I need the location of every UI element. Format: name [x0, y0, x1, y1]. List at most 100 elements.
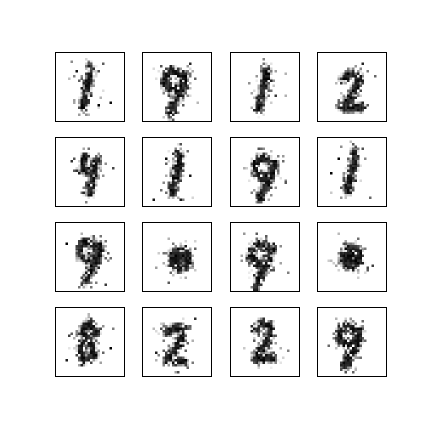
- pixel: [349, 320, 353, 323]
- pixel: [262, 179, 266, 182]
- pixel: [174, 87, 178, 90]
- pixel: [99, 242, 103, 245]
- pixel: [352, 74, 355, 78]
- pixel: [356, 244, 360, 248]
- pixel: [349, 164, 353, 168]
- pixel: [257, 240, 261, 243]
- pixel: [359, 164, 362, 168]
- pixel: [167, 87, 170, 90]
- pixel: [257, 349, 261, 352]
- pixel: [260, 186, 263, 190]
- pixel: [169, 196, 173, 199]
- pixel: [162, 334, 165, 338]
- pixel: [172, 259, 175, 262]
- pixel: [347, 257, 350, 260]
- pixel: [169, 167, 173, 170]
- pixel: [85, 337, 88, 340]
- sample-image-3-4: [317, 222, 387, 292]
- pixel: [164, 79, 168, 83]
- pixel: [339, 339, 343, 343]
- pixel: [99, 159, 103, 163]
- pixel: [262, 201, 266, 204]
- pixel: [94, 337, 98, 340]
- pixel: [344, 74, 348, 78]
- pixel: [97, 176, 100, 180]
- pixel: [255, 169, 258, 173]
- pixel: [90, 344, 93, 347]
- pixel: [186, 342, 190, 345]
- pixel: [347, 242, 350, 245]
- pixel: [164, 325, 168, 328]
- pixel: [265, 269, 268, 272]
- pixel: [359, 344, 362, 347]
- pixel: [337, 261, 340, 265]
- pixel: [257, 269, 261, 272]
- pixel: [172, 189, 175, 192]
- pixel: [349, 147, 353, 151]
- pixel: [354, 159, 357, 163]
- pixel: [257, 359, 261, 362]
- pixel: [267, 162, 270, 165]
- pixel: [92, 186, 95, 190]
- pixel: [164, 356, 168, 360]
- pixel: [87, 264, 91, 267]
- pixel: [354, 179, 357, 182]
- pixel: [104, 249, 108, 253]
- pixel: [269, 155, 273, 158]
- pixel: [265, 259, 268, 262]
- pixel: [245, 167, 249, 170]
- pixel: [356, 79, 360, 83]
- pixel: [85, 276, 88, 279]
- pixel: [169, 72, 173, 75]
- pixel: [349, 329, 353, 333]
- pixel: [82, 96, 86, 100]
- pixel: [342, 96, 345, 100]
- pixel: [352, 145, 355, 148]
- pixel: [260, 237, 263, 241]
- pixel: [179, 322, 182, 326]
- pixel: [342, 94, 345, 97]
- pixel: [162, 325, 165, 328]
- pixel: [162, 329, 165, 333]
- pixel: [82, 361, 86, 364]
- pixel: [179, 271, 182, 275]
- pixel: [87, 82, 91, 85]
- pixel: [339, 366, 343, 369]
- pixel: [257, 361, 261, 364]
- pixel: [349, 266, 353, 270]
- pixel: [90, 174, 93, 177]
- pixel: [94, 65, 98, 68]
- pixel: [349, 106, 353, 109]
- pixel: [344, 325, 348, 328]
- pixel: [80, 169, 83, 173]
- pixel: [94, 162, 98, 165]
- pixel: [260, 278, 263, 282]
- pixel: [274, 249, 278, 253]
- pixel: [82, 191, 86, 194]
- pixel: [160, 72, 163, 75]
- pixel: [85, 72, 88, 75]
- pixel: [92, 191, 95, 194]
- pixel: [262, 346, 266, 350]
- pixel: [272, 356, 275, 360]
- pixel: [349, 91, 353, 95]
- pixel: [257, 169, 261, 173]
- pixel: [181, 322, 185, 326]
- pixel: [274, 361, 278, 364]
- pixel: [82, 106, 86, 109]
- pixel: [257, 84, 261, 88]
- pixel: [167, 259, 170, 262]
- pixel: [347, 247, 350, 250]
- pixel: [87, 164, 91, 168]
- pixel: [347, 342, 350, 345]
- pixel: [92, 259, 95, 262]
- pixel: [269, 101, 273, 105]
- pixel: [90, 186, 93, 190]
- pixel: [337, 254, 340, 258]
- pixel: [104, 162, 108, 165]
- pixel: [85, 104, 88, 107]
- pixel: [337, 101, 340, 105]
- pixel: [356, 84, 360, 88]
- pixel: [274, 186, 278, 190]
- pixel: [189, 249, 192, 253]
